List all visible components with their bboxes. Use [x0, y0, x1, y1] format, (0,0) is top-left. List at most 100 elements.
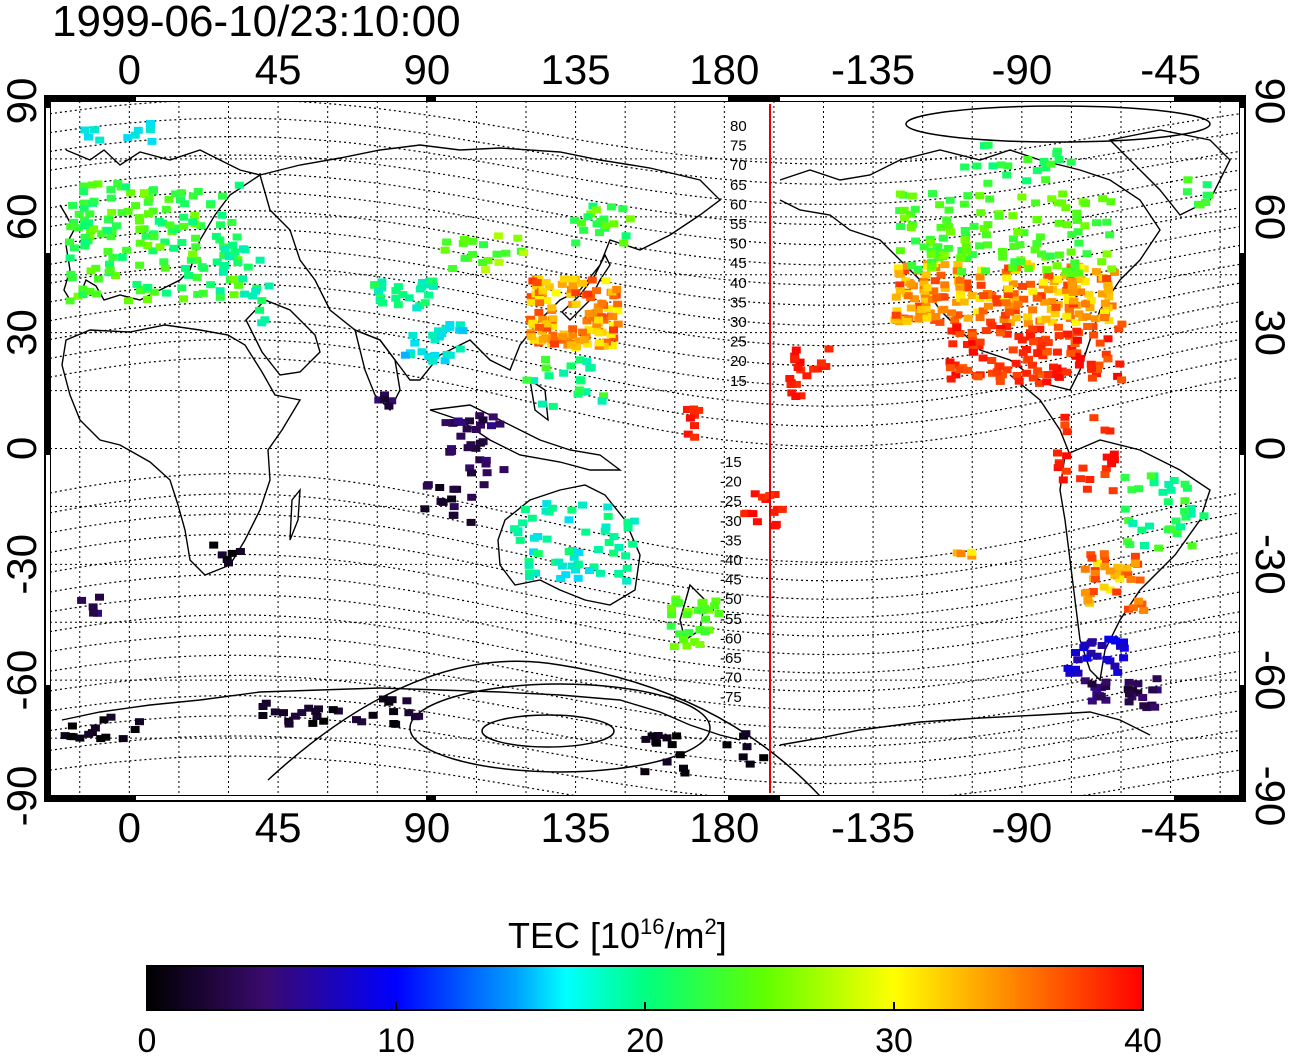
tec-point	[962, 284, 972, 292]
tec-point	[93, 275, 103, 283]
tec-point	[1012, 372, 1022, 379]
tec-point	[895, 281, 905, 289]
tec-point	[1074, 239, 1084, 247]
tec-point	[1002, 366, 1012, 374]
top-axis-tick-label: 45	[255, 46, 302, 93]
tec-point	[571, 300, 581, 308]
tec-point	[1026, 333, 1036, 341]
tec-point	[669, 643, 679, 651]
tec-point	[1057, 367, 1067, 375]
tec-point	[424, 291, 434, 299]
tec-point	[920, 289, 930, 297]
tec-point	[983, 221, 993, 229]
tec-point	[1123, 685, 1133, 693]
tec-point	[1092, 219, 1101, 227]
tec-point	[1104, 635, 1114, 643]
tec-point	[1117, 376, 1127, 384]
tec-point	[957, 247, 967, 254]
tec-point	[564, 516, 574, 524]
tec-point	[948, 340, 958, 348]
tec-point	[1053, 323, 1063, 331]
tec-point	[613, 307, 623, 315]
tec-point	[1044, 286, 1053, 294]
tec-point	[973, 373, 983, 381]
tec-point	[1100, 314, 1109, 321]
tec-point	[581, 528, 591, 536]
tec-point	[608, 313, 618, 321]
tec-point	[693, 606, 703, 614]
tec-point	[139, 189, 149, 197]
tec-point	[942, 216, 952, 224]
tec-point	[529, 534, 539, 542]
tec-point	[198, 289, 208, 297]
coast-indonesia	[429, 404, 623, 471]
tec-point	[93, 180, 103, 188]
mag-lat-contour	[50, 191, 1240, 266]
tec-point	[405, 351, 415, 359]
tec-point	[84, 133, 93, 141]
tec-point	[623, 518, 633, 526]
tec-point	[987, 357, 997, 364]
tec-point	[906, 210, 915, 218]
tec-point	[793, 364, 803, 371]
tec-point	[499, 466, 509, 474]
tec-point	[1022, 177, 1032, 185]
tec-point	[963, 341, 972, 348]
left-axis-tick-label: 30	[0, 309, 45, 356]
coastlines	[59, 129, 1231, 746]
tec-point	[458, 327, 468, 335]
tec-point	[679, 636, 689, 644]
tec-point	[895, 190, 905, 198]
tec-point	[1008, 346, 1018, 354]
tec-point	[85, 210, 95, 218]
tec-point	[1038, 352, 1048, 360]
tec-point	[243, 263, 253, 271]
tec-point	[556, 575, 566, 582]
tec-point	[228, 241, 238, 249]
tec-point	[953, 261, 963, 268]
tec-point	[1122, 564, 1132, 572]
contour-label: -45	[720, 572, 742, 589]
tec-point	[995, 377, 1005, 385]
tec-point	[414, 712, 424, 720]
tec-point	[601, 222, 611, 230]
tec-point	[956, 550, 966, 558]
tec-point	[1172, 530, 1182, 538]
tec-point	[534, 308, 544, 316]
tec-point	[1074, 275, 1084, 283]
tec-point	[1083, 596, 1093, 604]
tec-point	[1140, 542, 1149, 549]
tec-point	[1049, 363, 1058, 371]
tec-point	[1064, 308, 1074, 316]
tec-point	[154, 217, 164, 225]
left-axis-tick-label: 60	[0, 193, 45, 240]
tec-point	[80, 239, 90, 247]
tec-point	[466, 441, 476, 449]
tec-point	[1005, 308, 1015, 316]
tec-point	[101, 733, 111, 741]
south-pole-contour-mid	[409, 683, 711, 773]
tec-point	[919, 280, 929, 288]
tec-point	[537, 327, 547, 335]
tec-point	[1032, 240, 1042, 248]
tec-point	[1082, 485, 1092, 493]
tec-point	[955, 366, 965, 374]
tec-point	[907, 192, 917, 200]
tec-point	[1002, 171, 1012, 179]
tec-point	[602, 338, 611, 346]
tec-point	[393, 283, 403, 291]
tec-point	[515, 536, 525, 544]
tec-point	[393, 301, 403, 309]
tec-point	[745, 760, 755, 768]
tec-point	[922, 284, 932, 292]
tec-point	[995, 362, 1005, 370]
tec-point	[65, 238, 74, 246]
axis-labels: 0 45 90 135 180 -135 -90 -45 0 45 90 135 180 -135 -90 -…	[0, 46, 1292, 851]
tec-point	[1135, 576, 1145, 584]
tec-point	[468, 250, 477, 258]
tec-point	[215, 236, 225, 244]
tec-point	[1093, 559, 1102, 567]
tec-point	[380, 391, 389, 399]
tec-point	[1201, 198, 1211, 206]
tec-point	[690, 433, 700, 441]
